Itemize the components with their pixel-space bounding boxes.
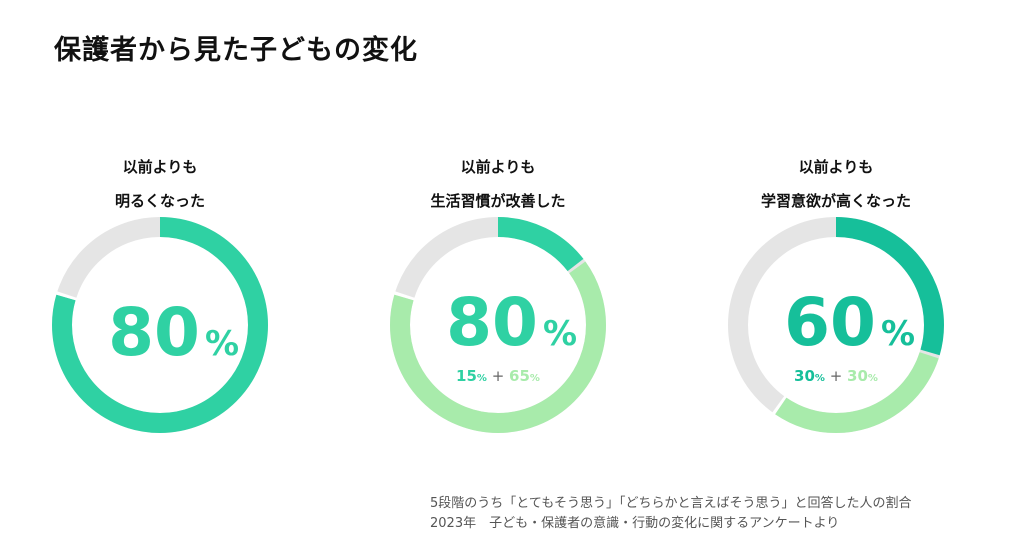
breakdown-first-unit: % bbox=[477, 373, 487, 384]
donut-segment-2 bbox=[390, 217, 606, 433]
donut-caption: 以前よりも 学習意欲が高くなった bbox=[716, 150, 956, 218]
breakdown-second-unit: % bbox=[868, 373, 878, 384]
donut-segment-1 bbox=[52, 217, 268, 433]
total-percent-value: 80 bbox=[446, 284, 538, 361]
total-percent-value: 80 bbox=[108, 294, 200, 371]
donut-segment-1 bbox=[728, 217, 944, 433]
caption-line-1: 以前よりも bbox=[460, 158, 536, 176]
page-title: 保護者から見た子どもの変化 bbox=[54, 35, 418, 66]
breakdown-second-unit: % bbox=[530, 373, 540, 384]
total-percent-value: 60 bbox=[784, 284, 876, 361]
breakdown-line: 30% + 30% bbox=[794, 367, 878, 385]
caption-line-2: 生活習慣が改善した bbox=[430, 192, 566, 210]
breakdown-first-value: 30 bbox=[794, 367, 815, 385]
breakdown-line: 15% + 65% bbox=[456, 367, 540, 385]
total-percent-unit: % bbox=[881, 314, 915, 354]
donut-svg: 80 %15% + 65% bbox=[390, 217, 606, 433]
breakdown-first-unit: % bbox=[815, 373, 825, 384]
breakdown-first-value: 15 bbox=[456, 367, 477, 385]
breakdown-plus: + bbox=[487, 367, 509, 385]
donut-segment-2 bbox=[728, 217, 944, 433]
donut-chart-motivation: 以前よりも 学習意欲が高くなった 60% 30% + 30% bbox=[716, 150, 956, 450]
breakdown-second-value: 65 bbox=[509, 367, 530, 385]
total-percent-unit: % bbox=[543, 314, 577, 354]
caption-line-1: 以前よりも bbox=[122, 158, 198, 176]
total-percent-unit: % bbox=[205, 324, 239, 364]
donut-svg: 80% bbox=[52, 217, 268, 433]
caption-line-2: 明るくなった bbox=[114, 192, 205, 210]
breakdown-second-value: 30 bbox=[847, 367, 868, 385]
donut-caption: 以前よりも 生活習慣が改善した bbox=[378, 150, 618, 218]
donut-svg: 60 %30% + 30% bbox=[728, 217, 944, 433]
caption-line-1: 以前よりも bbox=[798, 158, 874, 176]
footnote: 5段階のうち「とてもそう思う」「どちらかと言えばそう思う」と回答した人の割合 2… bbox=[430, 494, 911, 534]
donut-caption: 以前よりも 明るくなった bbox=[40, 150, 280, 218]
caption-line-2: 学習意欲が高くなった bbox=[760, 192, 911, 210]
footnote-line-2: 2023年 子ども・保護者の意識・行動の変化に関するアンケートより bbox=[430, 516, 840, 531]
footnote-line-1: 5段階のうち「とてもそう思う」「どちらかと言えばそう思う」と回答した人の割合 bbox=[430, 496, 912, 511]
donut-segment-1 bbox=[390, 217, 606, 433]
breakdown-plus: + bbox=[825, 367, 847, 385]
donut-chart-bright: 以前よりも 明るくなった 80% bbox=[40, 150, 280, 450]
donut-chart-lifestyle: 以前よりも 生活習慣が改善した 80% 15% + 65% bbox=[378, 150, 618, 450]
